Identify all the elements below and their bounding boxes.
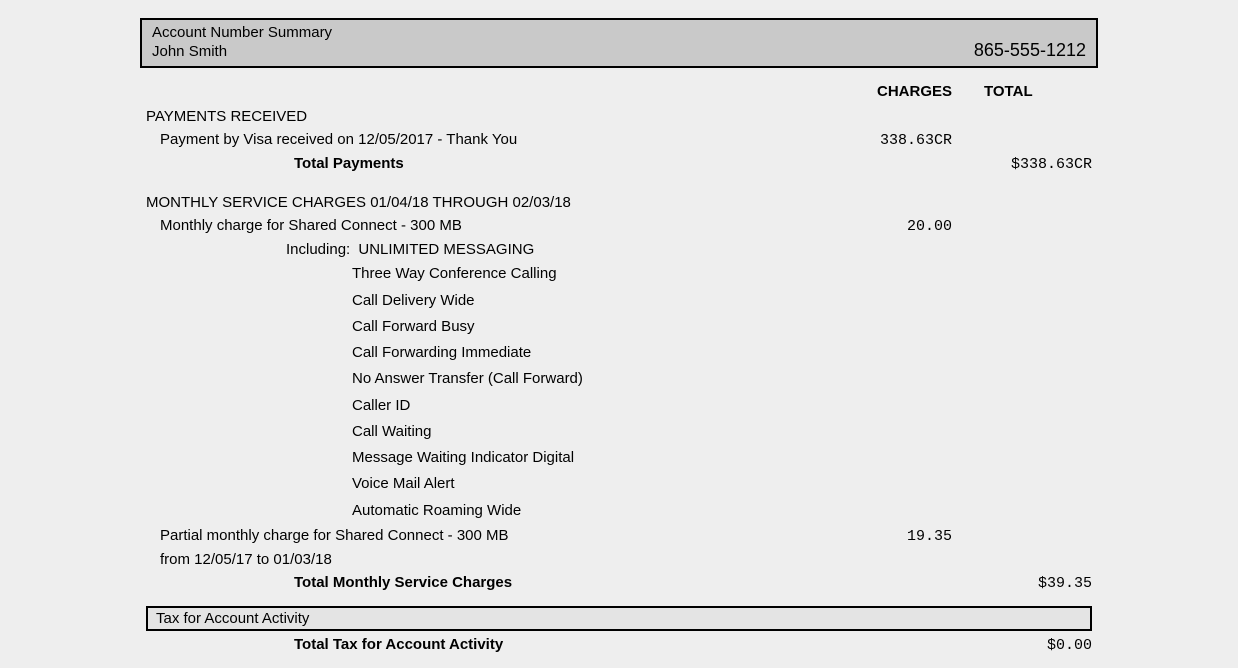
feature-line: Three Way Conference Calling: [146, 261, 1092, 287]
feature-label: No Answer Transfer (Call Forward): [146, 366, 822, 392]
feature-label: Three Way Conference Calling: [146, 261, 822, 287]
total-payments: Total Payments $338.63CR: [146, 152, 1092, 176]
feature-line: Call Forwarding Immediate: [146, 340, 1092, 366]
column-headers: CHARGES TOTAL: [146, 80, 1092, 103]
total-service-charges: Total Monthly Service Charges $39.35: [146, 571, 1092, 595]
feature-label: Call Delivery Wide: [146, 288, 822, 314]
total-tax: Total Tax for Account Activity $0.00: [146, 633, 1092, 657]
feature-line: Caller ID: [146, 393, 1092, 419]
feature-line: Call Forward Busy: [146, 314, 1092, 340]
payment-charge: 338.63CR: [842, 129, 952, 152]
total-tax-value: $0.00: [972, 634, 1092, 657]
account-summary-header: Account Number Summary John Smith 865-55…: [140, 18, 1098, 68]
feature-label: Call Forward Busy: [146, 314, 822, 340]
feature-line: Call Waiting: [146, 419, 1092, 445]
including-line: Including: UNLIMITED MESSAGING: [146, 238, 1092, 261]
feature-line: Automatic Roaming Wide: [146, 498, 1092, 524]
feature-label: Voice Mail Alert: [146, 471, 822, 497]
feature-line: Message Waiting Indicator Digital: [146, 445, 1092, 471]
payments-section-title: PAYMENTS RECEIVED: [146, 105, 1092, 128]
feature-line: No Answer Transfer (Call Forward): [146, 366, 1092, 392]
feature-label: Caller ID: [146, 393, 822, 419]
partial-charge-range: from 12/05/17 to 01/03/18: [146, 548, 1092, 571]
header-phone: 865-555-1212: [974, 40, 1086, 62]
total-payments-value: $338.63CR: [972, 153, 1092, 176]
monthly-charge-value: 20.00: [842, 215, 952, 238]
charges-header: CHARGES: [842, 80, 952, 103]
partial-charge-line: Partial monthly charge for Shared Connec…: [146, 524, 1092, 548]
feature-line: Voice Mail Alert: [146, 471, 1092, 497]
total-service-value: $39.35: [972, 572, 1092, 595]
feature-label: Call Waiting: [146, 419, 822, 445]
header-name: John Smith: [152, 43, 332, 62]
header-title: Account Number Summary: [152, 24, 332, 43]
monthly-charge-line: Monthly charge for Shared Connect - 300 …: [146, 214, 1092, 238]
total-header: TOTAL: [972, 80, 1092, 103]
feature-label: Automatic Roaming Wide: [146, 498, 822, 524]
feature-label: Call Forwarding Immediate: [146, 340, 822, 366]
tax-activity-box: Tax for Account Activity: [146, 606, 1092, 631]
partial-charge-value: 19.35: [842, 525, 952, 548]
service-section-title: MONTHLY SERVICE CHARGES 01/04/18 THROUGH…: [146, 191, 1092, 214]
feature-label: Message Waiting Indicator Digital: [146, 445, 822, 471]
payment-line: Payment by Visa received on 12/05/2017 -…: [146, 128, 1092, 152]
feature-line: Call Delivery Wide: [146, 288, 1092, 314]
